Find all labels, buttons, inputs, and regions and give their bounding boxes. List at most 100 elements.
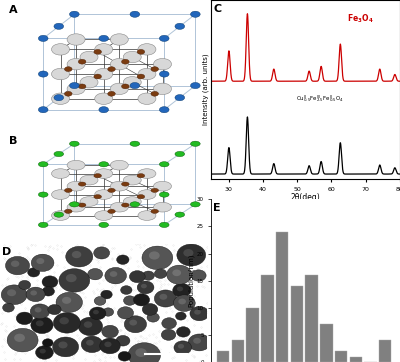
- Circle shape: [66, 274, 77, 282]
- Circle shape: [95, 169, 113, 178]
- Circle shape: [154, 83, 172, 94]
- Circle shape: [100, 338, 120, 354]
- Circle shape: [123, 77, 141, 88]
- Circle shape: [118, 352, 131, 361]
- Circle shape: [123, 197, 141, 206]
- Circle shape: [30, 304, 50, 319]
- Circle shape: [89, 307, 106, 320]
- Circle shape: [105, 268, 126, 284]
- Circle shape: [177, 286, 183, 291]
- Circle shape: [174, 341, 192, 354]
- Circle shape: [122, 203, 129, 207]
- Circle shape: [122, 84, 129, 89]
- Circle shape: [38, 71, 48, 77]
- Circle shape: [70, 202, 79, 207]
- Circle shape: [6, 256, 30, 275]
- Text: D: D: [2, 247, 11, 257]
- Circle shape: [95, 93, 113, 104]
- Circle shape: [116, 336, 130, 346]
- Circle shape: [178, 344, 184, 349]
- Circle shape: [19, 281, 31, 290]
- Bar: [335, 351, 347, 362]
- Circle shape: [151, 91, 158, 96]
- Circle shape: [121, 286, 132, 294]
- Circle shape: [7, 289, 16, 296]
- X-axis label: 2θ(deg): 2θ(deg): [291, 193, 320, 202]
- Circle shape: [16, 312, 33, 325]
- Text: E: E: [213, 203, 221, 212]
- Circle shape: [67, 34, 85, 45]
- Circle shape: [70, 11, 79, 17]
- Circle shape: [122, 182, 129, 186]
- Text: $\mathrm{Cu^{II}_{0.5}Fe^{III}_{2.5}Fe^{II}_{0.5}O_4}$: $\mathrm{Cu^{II}_{0.5}Fe^{III}_{2.5}Fe^{…: [296, 93, 344, 104]
- Circle shape: [142, 271, 154, 280]
- Text: B: B: [9, 136, 17, 146]
- Circle shape: [7, 328, 38, 352]
- Circle shape: [102, 325, 118, 338]
- Circle shape: [42, 287, 54, 296]
- Circle shape: [183, 249, 194, 257]
- Circle shape: [130, 83, 140, 89]
- Circle shape: [193, 338, 201, 344]
- Circle shape: [190, 306, 209, 321]
- Circle shape: [42, 276, 58, 288]
- Circle shape: [84, 321, 92, 328]
- Circle shape: [81, 336, 103, 353]
- Circle shape: [190, 202, 200, 207]
- Circle shape: [175, 212, 185, 217]
- Circle shape: [52, 93, 70, 104]
- Circle shape: [135, 348, 147, 357]
- Circle shape: [159, 107, 169, 113]
- Circle shape: [122, 59, 129, 64]
- Circle shape: [72, 251, 81, 258]
- Circle shape: [48, 304, 61, 315]
- Circle shape: [110, 271, 117, 277]
- Circle shape: [118, 307, 134, 319]
- Bar: [246, 308, 259, 362]
- Bar: [306, 275, 318, 362]
- Circle shape: [67, 160, 85, 170]
- Circle shape: [35, 307, 42, 312]
- Circle shape: [188, 334, 210, 351]
- Circle shape: [78, 203, 86, 207]
- Circle shape: [160, 294, 167, 300]
- Circle shape: [151, 67, 158, 72]
- Circle shape: [151, 188, 158, 193]
- Circle shape: [52, 211, 70, 220]
- Circle shape: [78, 59, 86, 64]
- Circle shape: [38, 222, 48, 227]
- Circle shape: [80, 77, 98, 88]
- Circle shape: [67, 83, 85, 94]
- Circle shape: [173, 295, 195, 311]
- Circle shape: [177, 244, 206, 266]
- Circle shape: [123, 175, 141, 185]
- Circle shape: [54, 212, 64, 217]
- Circle shape: [172, 269, 181, 276]
- Circle shape: [124, 296, 136, 305]
- Circle shape: [175, 23, 185, 29]
- Circle shape: [3, 303, 14, 312]
- Circle shape: [94, 195, 102, 199]
- Circle shape: [95, 190, 113, 199]
- Circle shape: [110, 181, 128, 191]
- Circle shape: [142, 246, 173, 270]
- Circle shape: [123, 51, 141, 63]
- Circle shape: [93, 310, 99, 314]
- Bar: [379, 340, 392, 362]
- Y-axis label: Population(nm): Population(nm): [188, 254, 194, 307]
- Text: $\mathbf{Fe_3O_4}$: $\mathbf{Fe_3O_4}$: [347, 13, 374, 25]
- Circle shape: [101, 290, 112, 299]
- Circle shape: [176, 327, 190, 337]
- Circle shape: [138, 211, 156, 220]
- Bar: [261, 275, 274, 362]
- Circle shape: [54, 23, 64, 29]
- Circle shape: [137, 50, 145, 54]
- Circle shape: [99, 222, 108, 227]
- Circle shape: [42, 339, 53, 347]
- Circle shape: [110, 202, 128, 212]
- Circle shape: [95, 68, 113, 80]
- Bar: [291, 286, 303, 362]
- Circle shape: [173, 283, 191, 297]
- Bar: [320, 324, 332, 362]
- Circle shape: [137, 195, 145, 199]
